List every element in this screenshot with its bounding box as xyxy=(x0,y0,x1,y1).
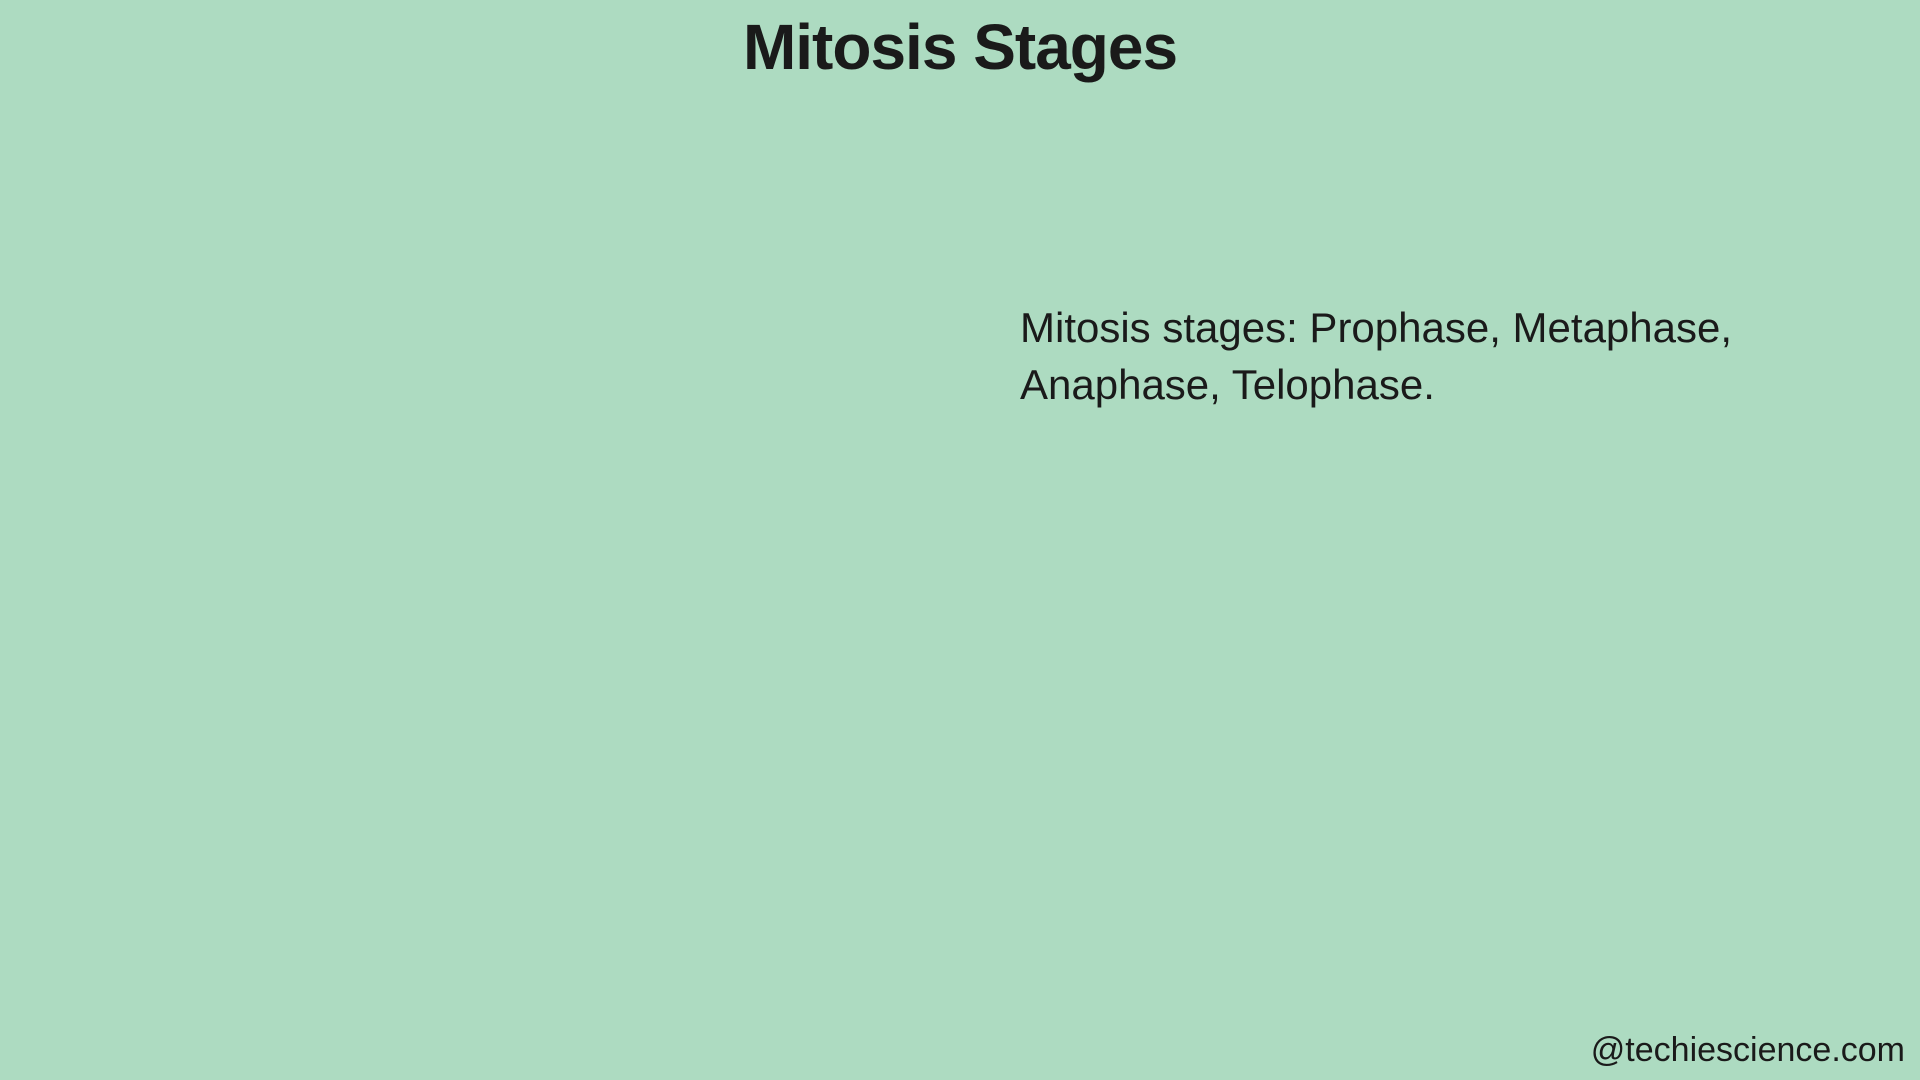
body-text: Mitosis stages: Prophase, Metaphase, Ana… xyxy=(1020,300,1770,413)
attribution: @techiescience.com xyxy=(1591,1031,1905,1070)
page-title: Mitosis Stages xyxy=(0,10,1920,84)
